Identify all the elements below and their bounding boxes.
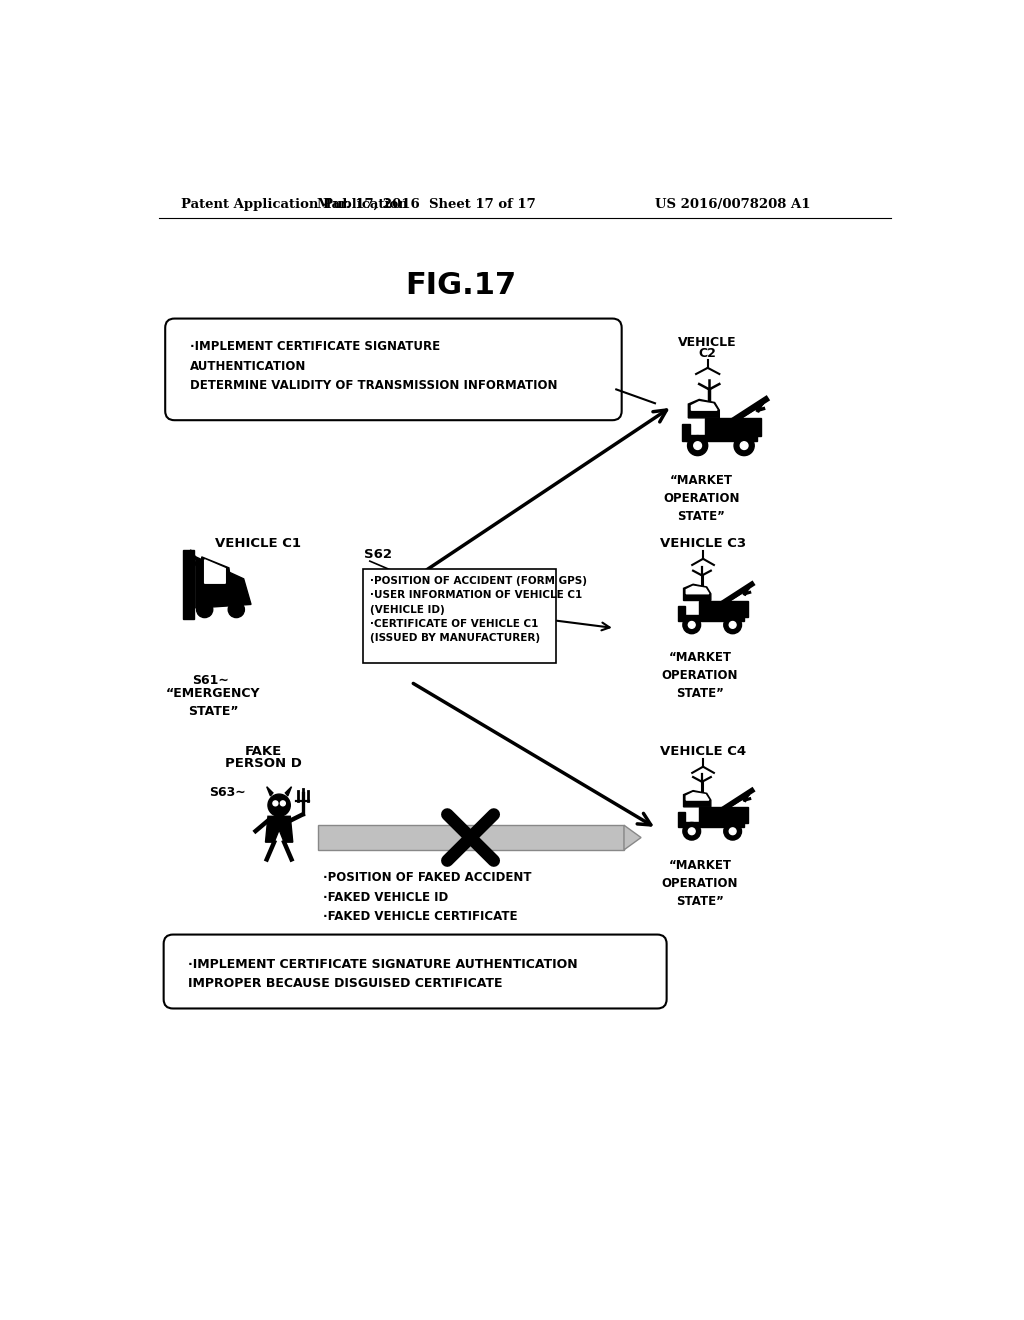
Text: ·POSITION OF ACCIDENT (FORM GPS)
·USER INFORMATION OF VEHICLE C1
(VEHICLE ID)
·C: ·POSITION OF ACCIDENT (FORM GPS) ·USER I… [370,576,587,643]
Text: Mar. 17, 2016  Sheet 17 of 17: Mar. 17, 2016 Sheet 17 of 17 [317,198,536,211]
Text: VEHICLE C1: VEHICLE C1 [215,537,301,550]
Text: FAKE: FAKE [245,744,283,758]
Text: VEHICLE C4: VEHICLE C4 [660,744,746,758]
Text: C2: C2 [698,347,717,360]
Circle shape [197,602,213,618]
Polygon shape [686,792,709,800]
Text: S63∼: S63∼ [209,785,246,799]
Bar [706,418,761,437]
Circle shape [281,801,286,805]
Circle shape [688,828,695,834]
FancyBboxPatch shape [164,935,667,1008]
Text: VEHICLE C3: VEHICLE C3 [660,537,746,550]
Circle shape [687,436,708,455]
Polygon shape [196,557,251,609]
Bar [682,424,690,441]
Text: US 2016/0078208 A1: US 2016/0078208 A1 [655,198,811,211]
Polygon shape [205,560,225,583]
Circle shape [683,822,700,840]
Polygon shape [624,825,641,850]
Polygon shape [266,787,273,796]
Circle shape [228,602,245,618]
Bar [686,434,758,441]
Circle shape [724,822,741,840]
Polygon shape [684,791,711,807]
Bar [682,822,744,828]
Circle shape [724,616,741,634]
Text: FIG.17: FIG.17 [406,271,517,300]
Circle shape [688,622,695,628]
Circle shape [683,616,700,634]
FancyBboxPatch shape [165,318,622,420]
Bar [698,807,748,824]
Bar [678,812,685,828]
Polygon shape [286,787,292,796]
Bar [317,825,624,850]
Polygon shape [202,557,231,586]
Text: PERSON D: PERSON D [225,758,302,771]
Circle shape [273,801,278,805]
Circle shape [740,442,748,450]
Text: “MARKET
OPERATION
STATE”: “MARKET OPERATION STATE” [662,651,738,700]
Polygon shape [686,586,709,594]
Circle shape [693,442,701,450]
Bar [678,606,685,620]
Circle shape [268,795,290,816]
Polygon shape [684,585,711,601]
Polygon shape [688,400,719,418]
Circle shape [734,436,755,455]
Text: ·IMPLEMENT CERTIFICATE SIGNATURE
AUTHENTICATION
DETERMINE VALIDITY OF TRANSMISSI: ·IMPLEMENT CERTIFICATE SIGNATURE AUTHENT… [190,341,557,392]
Bar [682,615,744,620]
Text: Patent Application Publication: Patent Application Publication [180,198,408,211]
Bar [182,549,195,619]
Circle shape [729,828,736,834]
Text: “EMERGENCY
STATE”: “EMERGENCY STATE” [166,686,260,718]
Circle shape [729,622,736,628]
Text: VEHICLE: VEHICLE [678,335,737,348]
Text: ·POSITION OF FAKED ACCIDENT
·FAKED VEHICLE ID
·FAKED VEHICLE CERTIFICATE: ·POSITION OF FAKED ACCIDENT ·FAKED VEHIC… [324,871,531,924]
FancyBboxPatch shape [362,569,556,663]
Text: S61∼: S61∼ [193,675,229,688]
Text: ·IMPLEMENT CERTIFICATE SIGNATURE AUTHENTICATION
IMPROPER BECAUSE DISGUISED CERTI: ·IMPLEMENT CERTIFICATE SIGNATURE AUTHENT… [188,958,579,990]
Bar [698,601,748,616]
Text: “MARKET
OPERATION
STATE”: “MARKET OPERATION STATE” [664,474,739,523]
Polygon shape [265,816,293,842]
Text: “MARKET
OPERATION
STATE”: “MARKET OPERATION STATE” [662,859,738,908]
Polygon shape [691,401,717,411]
Text: S62: S62 [365,548,392,561]
